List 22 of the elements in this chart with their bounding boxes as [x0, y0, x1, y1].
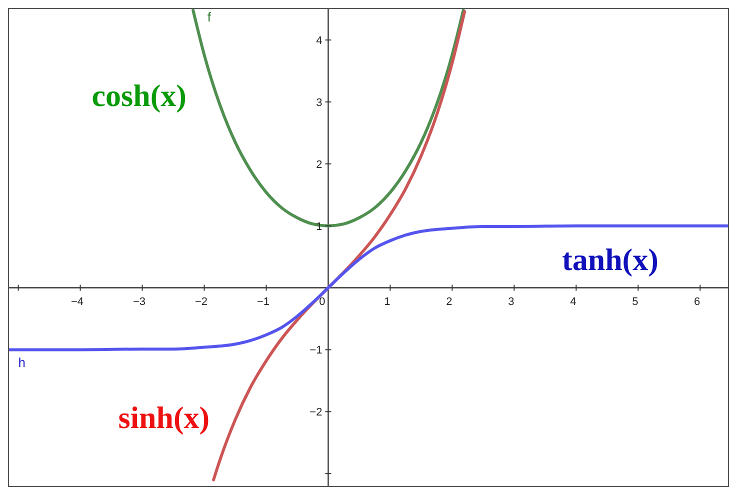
line-series — [9, 224, 728, 352]
x-tick-label: −4 — [71, 296, 84, 308]
x-tick-label: −3 — [132, 296, 146, 308]
series-label: sinh(x) — [118, 400, 210, 436]
annotation: f — [207, 10, 212, 25]
series-label: cosh(x) — [92, 78, 187, 113]
y-tick-label: −2 — [310, 406, 322, 419]
x-tick-label: 5 — [632, 296, 638, 308]
x-tick-label: −1 — [256, 296, 270, 308]
x-tick-label: −2 — [194, 296, 208, 308]
y-tick-label: 3 — [316, 96, 322, 109]
x-tick-label: 0 — [319, 296, 326, 308]
x-tick-label: 1 — [384, 296, 390, 308]
annotation: h — [18, 354, 26, 370]
y-tick-label: 2 — [316, 158, 322, 171]
y-tick-label: 4 — [316, 34, 322, 47]
series-label: tanh(x) — [562, 242, 658, 278]
y-tick-label: −1 — [310, 344, 322, 357]
x-tick-label: 3 — [508, 296, 514, 308]
x-tick-label: 4 — [570, 296, 576, 308]
x-tick-label: 6 — [694, 296, 700, 308]
x-tick-label: 2 — [446, 296, 452, 308]
